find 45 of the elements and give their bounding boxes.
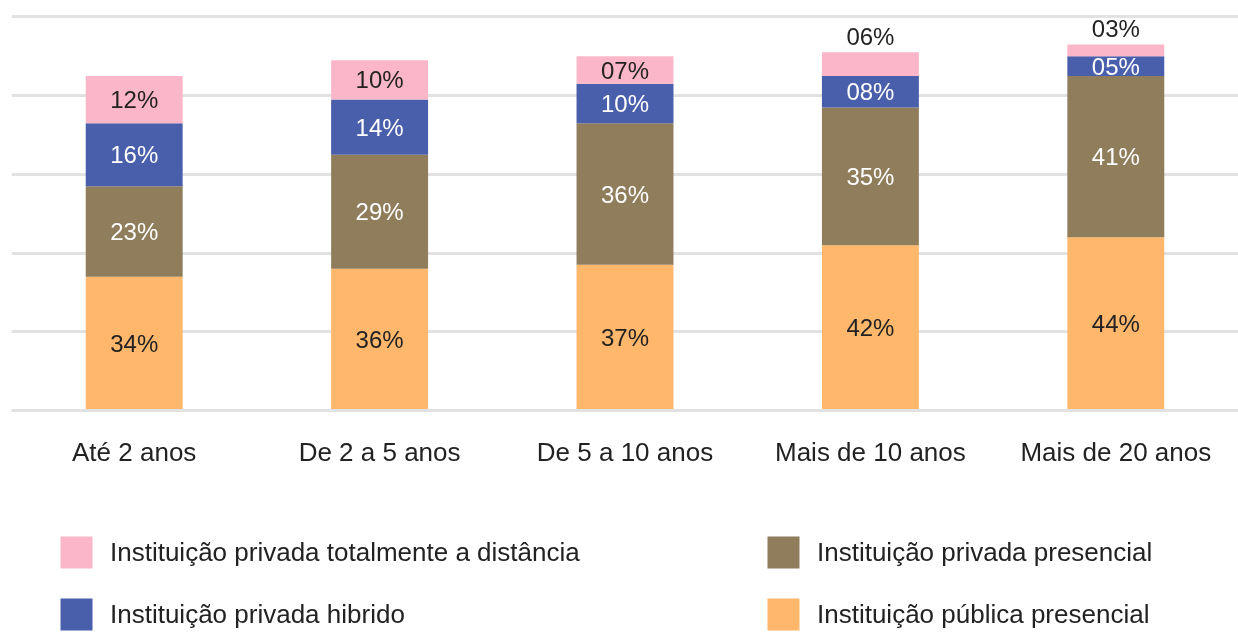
bar [1067,44,1165,57]
data-label: 07% [600,56,650,84]
bar [821,245,919,411]
x-tick-label: De 5 a 10 anos [536,436,714,467]
bar [85,123,183,187]
legend-label: Instituição privada hibrido [110,597,405,631]
bar [331,268,429,411]
data-label: 41% [1091,143,1140,171]
data-label: 08% [846,78,895,106]
bar [821,107,919,246]
bar [1067,75,1165,238]
bar [821,52,919,76]
data-label: 12% [110,86,159,114]
data-label: 10% [600,89,650,117]
legend-label: Instituição privada presencial [817,535,1153,569]
x-tick-label: Mais de 10 anos [775,436,966,467]
data-label: 03% [1091,15,1140,43]
data-label: 16% [110,141,159,169]
data-label: 36% [600,180,650,208]
bar [576,123,674,265]
bar [1067,237,1165,411]
x-tick-label: Até 2 anos [72,436,197,467]
bar [331,99,429,155]
bar [85,186,183,277]
data-label: 10% [355,66,404,94]
data-label: 06% [846,23,895,51]
bar [331,60,429,100]
bar [576,264,674,411]
legend-label: Instituição privada totalmente a distância [110,535,580,569]
data-label: 37% [600,324,650,352]
data-label: 34% [110,330,159,358]
x-tick-label: De 2 a 5 anos [298,436,461,467]
data-label: 44% [1091,310,1140,338]
legend-label: Instituição pública presencial [817,597,1150,631]
data-label: 36% [355,326,404,354]
data-label: 29% [355,198,404,226]
bar [331,154,429,269]
data-label: 35% [846,162,895,190]
data-label: 05% [1091,52,1140,80]
data-label: 23% [110,217,159,245]
bar [85,75,183,124]
x-tick-label: Mais de 20 anos [1020,436,1212,467]
bar [85,276,183,411]
data-label: 14% [355,113,404,141]
data-label: 42% [846,314,895,342]
